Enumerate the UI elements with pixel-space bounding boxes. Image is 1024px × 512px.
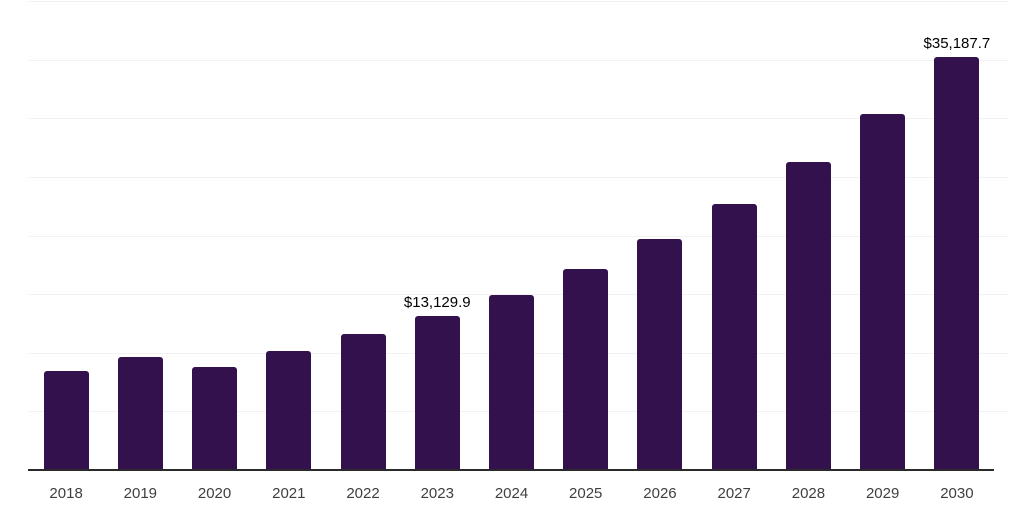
x-tick-label-2018: 2018 <box>49 485 83 502</box>
x-tick-label-2022: 2022 <box>346 485 380 502</box>
bar-2020[interactable] <box>192 366 238 470</box>
gridline-35000 <box>29 60 1008 61</box>
bar-2018[interactable] <box>43 370 89 470</box>
x-tick-label-2020: 2020 <box>197 485 232 502</box>
x-tick-label-2019: 2019 <box>123 485 158 502</box>
x-tick-label-2025: 2025 <box>569 485 603 502</box>
bar-2027[interactable] <box>711 203 757 470</box>
bar-2026[interactable] <box>637 239 683 470</box>
gridline-15000 <box>29 294 1008 295</box>
bar-2024[interactable] <box>489 294 534 470</box>
bar-2023[interactable] <box>414 316 460 470</box>
x-tick-label-2030: 2030 <box>940 485 974 502</box>
bar-2029[interactable] <box>860 113 906 470</box>
gridline-20000 <box>29 236 1008 237</box>
x-tick-label-2027: 2027 <box>717 485 751 502</box>
bar-2025[interactable] <box>563 268 609 470</box>
x-tick-label-2026: 2026 <box>643 485 677 502</box>
x-axis-line <box>28 469 994 471</box>
gridline-40000 <box>29 1 1008 2</box>
x-tick-label-2028: 2028 <box>791 485 826 502</box>
bar-2030[interactable] <box>934 57 980 470</box>
x-tick-label-2021: 2021 <box>272 485 306 502</box>
x-tick-label-2029: 2029 <box>865 485 900 502</box>
value-label-2023: $13,129.9 <box>403 294 471 312</box>
gridline-30000 <box>29 118 1008 119</box>
value-label-2030: $35,187.7 <box>923 35 991 53</box>
bar-2022[interactable] <box>340 333 386 470</box>
bar-2028[interactable] <box>785 161 831 470</box>
x-tick-label-2023: 2023 <box>420 485 454 502</box>
gridline-25000 <box>29 177 1008 178</box>
x-tick-label-2024: 2024 <box>494 485 529 502</box>
bar-2021[interactable] <box>266 350 312 470</box>
bar-2019[interactable] <box>117 356 163 470</box>
